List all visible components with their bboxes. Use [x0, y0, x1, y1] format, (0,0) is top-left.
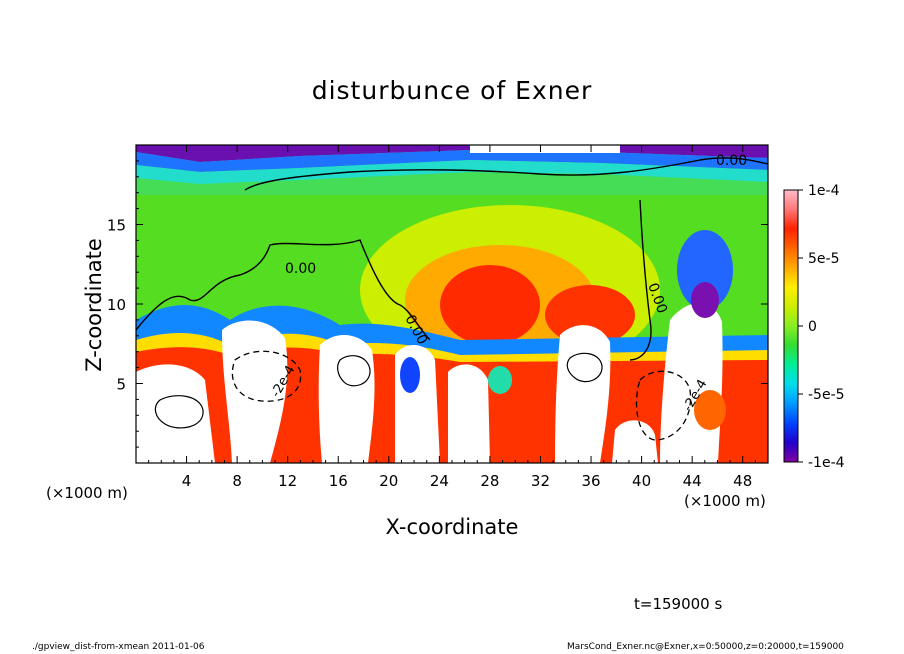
plume-7: [660, 303, 723, 463]
y-tick-label: 5: [116, 376, 126, 394]
colorbar-tick-label: -5e-5: [808, 387, 845, 403]
x-tick-label: 48: [733, 472, 752, 490]
field-top-blue: [136, 150, 768, 172]
field-cyan-spot: [488, 366, 512, 394]
x-tick-label: 36: [581, 472, 600, 490]
contour-neg-right: [635, 370, 692, 441]
field-top-white-cap: [470, 145, 620, 153]
x-tick-label: 20: [379, 472, 398, 490]
x-axis-label: X-coordinate: [385, 515, 519, 539]
x-tick-label: 4: [182, 472, 192, 490]
contour-small-1: [337, 355, 371, 387]
plume-4: [395, 344, 440, 463]
plume-2: [222, 320, 288, 463]
contour-right: [629, 199, 652, 361]
colorbar-tick-label: 1e-4: [808, 183, 840, 199]
contour-neg-left: [231, 350, 302, 402]
field-blue-spot: [400, 357, 420, 393]
x-tick-label: 40: [632, 472, 651, 490]
x-tick-label: 12: [278, 472, 297, 490]
contour-small-2: [154, 395, 204, 429]
field-purple-right: [691, 282, 719, 318]
x-tick-label: 8: [232, 472, 242, 490]
chart-title: disturbunce of Exner: [311, 76, 593, 105]
x-tick-label: 28: [480, 472, 499, 490]
colorbar-tick-label: 0: [808, 319, 817, 335]
y-axis-unit: (×1000 m): [46, 484, 128, 502]
footer-script-info: ./gpview_dist-from-xmean 2011-01-06: [32, 642, 205, 652]
x-tick-label: 16: [329, 472, 348, 490]
contour-label: 0.00: [716, 153, 747, 169]
colorbar-tick-label: -1e-4: [808, 455, 845, 471]
plume-1: [136, 364, 215, 463]
colorbar-tick-label: 5e-5: [808, 251, 839, 267]
field-warm-red: [440, 265, 540, 345]
plume-3: [318, 334, 375, 463]
y-tick-label: 15: [107, 217, 126, 235]
plume-8: [612, 420, 658, 463]
colorbar: [783, 189, 799, 463]
field-blue-right: [677, 230, 733, 310]
contour-label: 0.00: [285, 261, 316, 277]
field-orange-spot: [694, 390, 726, 430]
footer-data-info: MarsCond_Exner.nc@Exner,x=0:50000,z=0:20…: [567, 642, 844, 652]
contour-zero: [136, 239, 431, 341]
time-annotation: t=159000 s: [634, 595, 723, 613]
plume-6: [555, 325, 611, 463]
y-tick-label: 10: [107, 296, 126, 314]
x-tick-label: 44: [683, 472, 702, 490]
heatmap-field: [136, 145, 768, 463]
x-tick-label: 32: [531, 472, 550, 490]
x-tick-label: 24: [430, 472, 449, 490]
contour-top: [244, 157, 768, 191]
plume-5: [448, 364, 490, 463]
contour-small-3: [566, 352, 603, 383]
x-axis-unit: (×1000 m): [684, 492, 766, 510]
